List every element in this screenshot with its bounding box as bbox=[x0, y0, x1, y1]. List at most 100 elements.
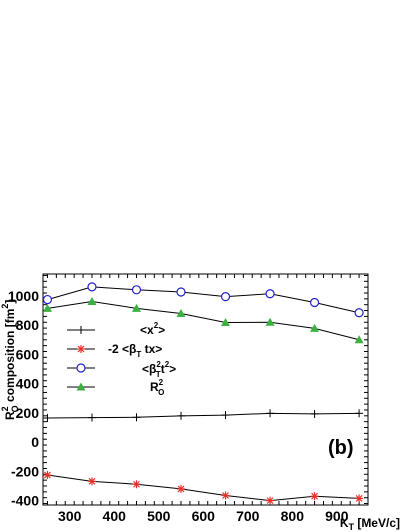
y-tick-label: 1000 bbox=[8, 288, 39, 304]
x-tick-label: 700 bbox=[236, 508, 260, 524]
legend-label-btx: -2 <βT tx> bbox=[108, 342, 162, 359]
data-point-x2 bbox=[87, 413, 96, 422]
data-point-b2t2 bbox=[220, 292, 231, 302]
legend-label-x2-part: <x bbox=[140, 323, 154, 337]
plot-frame-group bbox=[42, 273, 369, 506]
legend-label-ro2-part: O bbox=[158, 388, 164, 397]
data-point-ro2-tri bbox=[131, 303, 141, 312]
data-point-b2t2 bbox=[354, 308, 364, 318]
panel-label: (b) bbox=[328, 437, 354, 459]
y-axis-title-rest: composition [fm bbox=[3, 309, 17, 406]
data-point-b2t2-ring bbox=[309, 297, 320, 308]
axes-group: 300 400 500 600 700 800 900 -400 -200 0 200 400 600 8… bbox=[8, 274, 368, 524]
legend-label-btx-part: T bbox=[136, 350, 141, 359]
y-tick-label: 0 bbox=[31, 434, 39, 450]
data-point-x2 bbox=[355, 409, 364, 418]
legend-marker-ro2-tri bbox=[76, 382, 86, 391]
x-tick-label: 400 bbox=[103, 508, 127, 524]
x-tick-label: 800 bbox=[281, 508, 305, 524]
data-point-b2t2-ring bbox=[220, 292, 231, 302]
data-point-btx bbox=[266, 496, 275, 505]
data-point-ro2-tri bbox=[176, 308, 186, 317]
data-point-b2t2 bbox=[309, 297, 320, 308]
data-point-ro2 bbox=[87, 296, 97, 305]
y-tick-label: 400 bbox=[16, 376, 40, 392]
x-axis-title: KT [MeV/c] bbox=[340, 516, 400, 532]
data-point-x2 bbox=[310, 409, 319, 418]
x-tick-label: 600 bbox=[192, 508, 216, 524]
data-point-btx bbox=[177, 484, 186, 493]
data-point-ro2 bbox=[176, 308, 186, 317]
data-point-ro2-tri bbox=[42, 303, 52, 312]
legend-marker-b2t2 bbox=[76, 363, 86, 373]
data-point-b2t2-ring bbox=[42, 294, 53, 305]
data-point-b2t2 bbox=[42, 294, 53, 305]
data-point-x2 bbox=[43, 414, 52, 423]
data-point-ro2-tri bbox=[221, 318, 231, 327]
data-point-b2t2-ring bbox=[131, 285, 142, 295]
legend-marker-btx bbox=[77, 345, 85, 353]
series-group bbox=[42, 282, 364, 505]
legend-label-btx-part: -2 <β bbox=[108, 342, 136, 356]
data-point-btx bbox=[221, 491, 230, 500]
legend-label-ro2: R2 O bbox=[150, 378, 164, 397]
data-point-ro2 bbox=[221, 318, 231, 327]
data-point-x2 bbox=[177, 411, 186, 420]
y-tick-label: 600 bbox=[16, 346, 40, 362]
legend-marker-btx-ray bbox=[77, 345, 85, 353]
y-axis-title-sup: 2 bbox=[0, 406, 10, 411]
data-point-btx-ray bbox=[177, 485, 185, 493]
series-line-b2t2 bbox=[47, 286, 360, 314]
data-point-b2t2 bbox=[87, 282, 97, 292]
legend-label-x2-part: > bbox=[158, 323, 165, 337]
legend-label-b2t2-part: > bbox=[169, 362, 176, 376]
legend-label-b2t2: <β2 Tt2> bbox=[142, 360, 176, 379]
legend-marker-ro2 bbox=[76, 382, 86, 391]
series-line-ro2 bbox=[47, 300, 360, 341]
legend-label-b2t2-part: T bbox=[156, 370, 161, 379]
data-point-btx-ray bbox=[133, 480, 140, 488]
data-point-b2t2 bbox=[176, 287, 186, 297]
y-tick-label: -200 bbox=[11, 463, 39, 479]
legend-label-ro2-part: 2 bbox=[159, 378, 164, 387]
y-axis-title-unit-sup: 2 bbox=[0, 304, 10, 309]
y-tick-label: 800 bbox=[16, 317, 40, 333]
legend-label-ro2-part: R bbox=[150, 380, 159, 394]
x-tick-label: 500 bbox=[147, 508, 171, 524]
series-line-x2 bbox=[47, 412, 360, 419]
legend-label-x2-part: 2 bbox=[154, 321, 159, 330]
data-point-btx-ray bbox=[266, 497, 274, 505]
data-point-btx-ray bbox=[311, 492, 318, 500]
data-point-ro2-tri bbox=[265, 317, 275, 326]
data-point-ro2 bbox=[265, 317, 275, 326]
legend-label-btx-part: tx> bbox=[141, 342, 162, 356]
data-point-b2t2-ring bbox=[87, 282, 97, 292]
legend-marker-b2t2-ring bbox=[76, 363, 86, 373]
data-point-btx bbox=[132, 480, 141, 489]
legend-label-b2t2-part: 2 bbox=[165, 360, 170, 369]
y-tick-label: -400 bbox=[11, 493, 39, 509]
data-point-ro2 bbox=[42, 303, 52, 312]
y-axis-title-sub: O bbox=[10, 405, 20, 412]
legend: <x2>-2 <βT tx><β2 Tt2>R2 O bbox=[67, 321, 176, 397]
data-point-btx-ray bbox=[88, 477, 96, 485]
data-point-ro2 bbox=[310, 323, 320, 332]
data-point-ro2-tri bbox=[87, 296, 97, 305]
plot-frame bbox=[42, 273, 369, 506]
data-point-btx bbox=[310, 492, 319, 501]
legend-label-b2t2-part: 2 bbox=[156, 360, 161, 369]
x-axis-title-main: K bbox=[340, 516, 349, 530]
legend-label-b2t2-part: <β bbox=[142, 362, 156, 376]
data-point-b2t2-ring bbox=[265, 289, 275, 299]
data-point-x2 bbox=[266, 409, 275, 418]
x-axis-title-unit: [MeV/c] bbox=[354, 516, 400, 530]
data-point-b2t2-ring bbox=[176, 287, 186, 297]
data-point-ro2-tri bbox=[310, 323, 320, 332]
y-axis-title: R2O composition [fm2] bbox=[0, 300, 20, 420]
data-point-btx-ray bbox=[222, 492, 229, 499]
y-axis-title-main: R bbox=[3, 411, 17, 420]
data-point-ro2 bbox=[354, 335, 364, 344]
data-point-btx-ray bbox=[355, 494, 363, 502]
x-axis-title-sub: T bbox=[348, 522, 354, 532]
